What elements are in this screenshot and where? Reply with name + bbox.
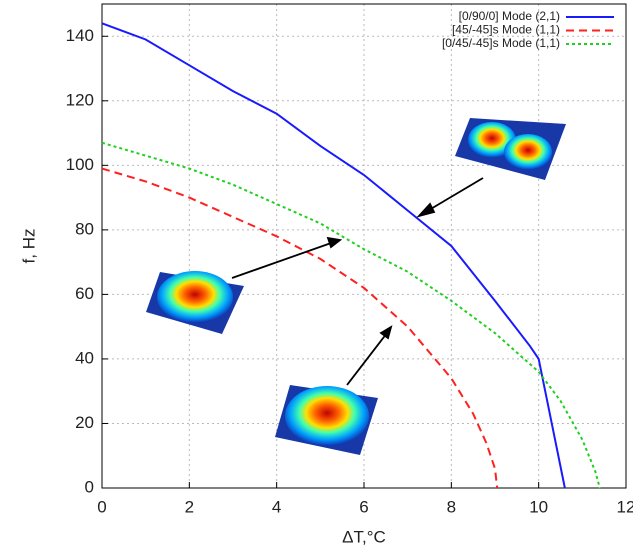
inset-mode-11b xyxy=(275,385,378,455)
x-tick-label: 8 xyxy=(447,497,456,516)
y-axis-label: f, Hz xyxy=(19,229,38,264)
legend-label: [0/45/-45]s Mode (1,1) xyxy=(442,36,560,50)
inset-mode-21 xyxy=(455,118,566,180)
y-tick-label: 140 xyxy=(66,26,94,45)
y-tick-label: 20 xyxy=(75,413,94,432)
x-tick-label: 2 xyxy=(185,497,194,516)
legend-label: [0/90/0] Mode (2,1) xyxy=(459,9,560,23)
plot-frame xyxy=(101,3,627,489)
y-tick-label: 0 xyxy=(85,477,94,496)
inset-mode-11a xyxy=(146,271,244,334)
x-tick-label: 6 xyxy=(359,497,368,516)
x-tick-label: 0 xyxy=(97,497,106,516)
series-line xyxy=(101,167,499,489)
x-axis-label: ΔT,°C xyxy=(342,527,386,546)
x-tick-label: 4 xyxy=(272,497,281,516)
x-tick-label: 10 xyxy=(529,497,548,516)
y-tick-label: 100 xyxy=(66,155,94,174)
y-tick-label: 80 xyxy=(75,219,94,238)
y-tick-label: 40 xyxy=(75,348,94,367)
series-line xyxy=(101,22,566,489)
x-tick-label: 12 xyxy=(617,497,633,516)
series-line xyxy=(101,141,601,489)
y-tick-label: 60 xyxy=(75,284,94,303)
y-tick-label: 120 xyxy=(66,90,94,109)
legend-label: [45/-45]s Mode (1,1) xyxy=(452,23,560,37)
arrows xyxy=(231,177,484,386)
